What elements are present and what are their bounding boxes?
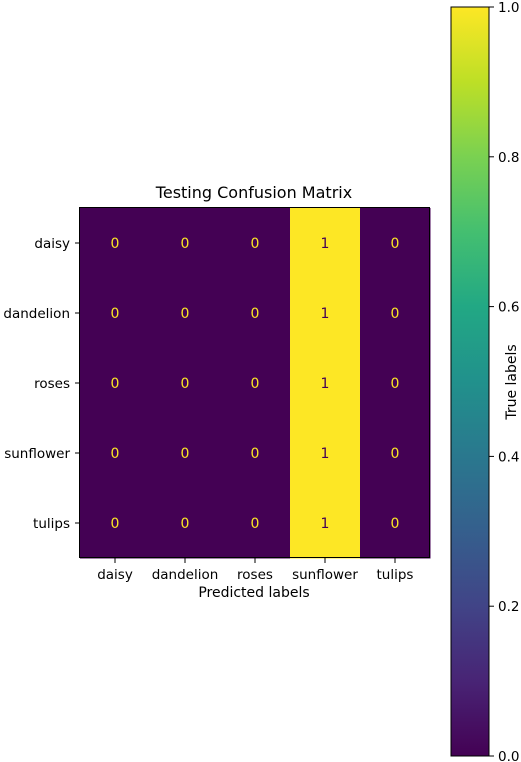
- x-axis-label: Predicted labels: [198, 585, 309, 601]
- heatmap-cell: [220, 488, 291, 559]
- cell-value-label: 0: [391, 236, 400, 252]
- cell-value-label: 1: [321, 236, 330, 252]
- cell-value-label: 0: [251, 306, 260, 322]
- cell-value-label: 0: [391, 376, 400, 392]
- heatmap-cell: [360, 208, 431, 279]
- heatmap-cells: [80, 208, 431, 559]
- y-tick-label: dandelion: [3, 306, 70, 322]
- cell-value-label: 1: [321, 516, 330, 532]
- x-tick-label: dandelion: [152, 567, 219, 583]
- cell-value-label: 0: [251, 376, 260, 392]
- cell-value-label: 0: [111, 376, 120, 392]
- cell-value-label: 0: [181, 516, 190, 532]
- cell-value-label: 0: [181, 306, 190, 322]
- heatmap-cell: [360, 418, 431, 489]
- heatmap-cell: [360, 348, 431, 419]
- colorbar-label: True labels: [504, 344, 520, 420]
- chart-title: Testing Confusion Matrix: [155, 183, 352, 202]
- heatmap-cell: [220, 348, 291, 419]
- cell-value-label: 0: [181, 376, 190, 392]
- cell-value-label: 0: [181, 446, 190, 462]
- heatmap-cell: [360, 488, 431, 559]
- heatmap-cell: [150, 488, 221, 559]
- heatmap-cell: [290, 418, 361, 489]
- colorbar-tick-label: 0.4: [498, 449, 519, 465]
- colorbar-tick-label: 0.8: [498, 150, 519, 166]
- x-tick-label: tulips: [377, 567, 414, 583]
- heatmap-cell: [290, 348, 361, 419]
- heatmap-cell: [150, 348, 221, 419]
- x-tick-label: daisy: [97, 567, 133, 583]
- colorbar-tick-label: 0.0: [498, 749, 519, 762]
- cell-value-label: 1: [321, 446, 330, 462]
- colorbar-ticks: 0.0 0.2 0.4 0.6 0.8 1.0: [489, 0, 519, 762]
- cell-value-label: 0: [181, 236, 190, 252]
- colorbar: [450, 6, 490, 757]
- heatmap-cell: [290, 278, 361, 349]
- cell-value-label: 0: [111, 516, 120, 532]
- heatmap-cell: [290, 208, 361, 279]
- y-tick-label: tulips: [33, 516, 70, 532]
- cell-value-labels: 0 0 0 1 0 0 0 0 1 0 0 0 0 1 0 0 0 0 1 0 0 0 0 1 0: [111, 236, 400, 532]
- heatmap-cell: [220, 418, 291, 489]
- cell-value-label: 0: [391, 446, 400, 462]
- y-tick-label: daisy: [34, 236, 70, 252]
- cell-value-label: 0: [251, 236, 260, 252]
- heatmap-cell: [80, 208, 151, 279]
- x-tick-label: roses: [237, 567, 273, 583]
- heatmap-cell: [80, 348, 151, 419]
- cell-value-label: 0: [391, 306, 400, 322]
- x-axis: daisy dandelion roses sunflower tulips: [97, 558, 413, 583]
- cell-value-label: 0: [251, 446, 260, 462]
- heatmap-cell: [80, 418, 151, 489]
- x-tick-label: sunflower: [292, 567, 358, 583]
- heatmap-cell: [360, 278, 431, 349]
- heatmap-cell: [220, 278, 291, 349]
- heatmap-cell: [150, 278, 221, 349]
- cell-value-label: 0: [391, 516, 400, 532]
- colorbar-tick-label: 0.2: [498, 599, 519, 615]
- heatmap-cell: [150, 418, 221, 489]
- heatmap-cell: [220, 208, 291, 279]
- cell-value-label: 1: [321, 376, 330, 392]
- colorbar-tick-label: 0.6: [498, 300, 519, 316]
- heatmap-cell: [150, 208, 221, 279]
- cell-value-label: 0: [111, 306, 120, 322]
- heatmap-cell: [80, 488, 151, 559]
- y-tick-label: roses: [34, 376, 70, 392]
- y-tick-label: sunflower: [4, 446, 70, 462]
- heatmap-cell: [290, 488, 361, 559]
- y-axis: daisy dandelion roses sunflower tulips: [3, 236, 80, 532]
- cell-value-label: 1: [321, 306, 330, 322]
- colorbar-tick-label: 1.0: [498, 0, 519, 16]
- heatmap-cell: [80, 278, 151, 349]
- cell-value-label: 0: [111, 446, 120, 462]
- cell-value-label: 0: [251, 516, 260, 532]
- cell-value-label: 0: [111, 236, 120, 252]
